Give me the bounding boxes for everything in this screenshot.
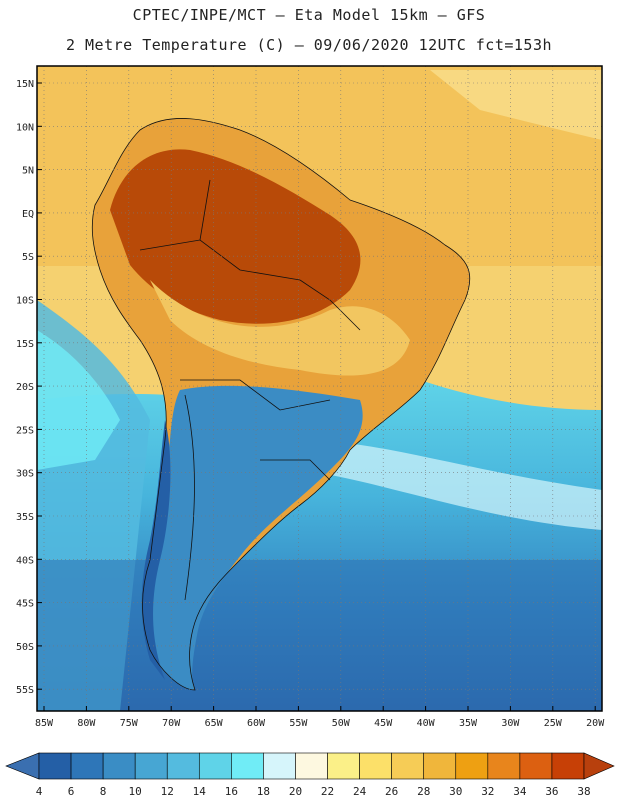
colorbar-label: 6 [68,785,75,798]
lon-label: 60W [247,718,266,729]
lat-label: 20S [16,382,34,393]
lon-label: 20W [586,718,605,729]
lon-label: 40W [417,718,436,729]
colorbar-label: 22 [321,785,334,798]
southern-cool-land [142,385,363,690]
lat-label: 50S [16,642,34,653]
colorbar-label: 16 [225,785,238,798]
colorbar-label: 24 [353,785,367,798]
colorbar-swatch [487,752,521,780]
colorbar-swatch [423,752,457,780]
colorbar-label: 36 [545,785,558,798]
lon-label: 80W [77,718,96,729]
colorbar-label: 10 [129,785,142,798]
lon-label: 70W [162,718,181,729]
colorbar-label: 30 [449,785,462,798]
lat-label: 15N [16,79,34,90]
lon-label: 75W [120,718,139,729]
lon-label: 85W [35,718,54,729]
colorbar-swatch [455,752,489,780]
colorbar-swatch [134,752,168,780]
colorbar-label: 20 [289,785,302,798]
lon-label: 65W [205,718,224,729]
lon-label: 45W [374,718,393,729]
colorbar-swatch [38,752,72,780]
lat-label: 35S [16,512,34,523]
colorbar-swatch [263,752,296,780]
central-warm-region [150,280,410,376]
colorbar-swatch [519,752,553,780]
colorbar-label: 12 [161,785,174,798]
lat-label: 5S [22,252,34,263]
colorbar-high-arrow [583,752,615,780]
colorbar-label: 8 [100,785,107,798]
lat-label: 15S [16,339,34,350]
south-atlantic-light-band [300,440,602,530]
colorbar-swatch [359,752,392,780]
lat-label: 10S [16,296,34,307]
colorbar-label: 18 [257,785,270,798]
colorbar-swatch [102,752,136,780]
lat-label: EQ [22,209,34,220]
amazon-hot-region [110,149,361,324]
chart-title-line1: CPTEC/INPE/MCT – Eta Model 15km – GFS [132,6,486,24]
colorbar-label: 34 [513,785,527,798]
lat-label: 30S [16,469,34,480]
colorbar-swatch [295,752,328,780]
lon-label: 35W [459,718,478,729]
latitude-labels: 15N 10N 5N EQ 5S 10S 15S 20S 25S 30S 35S 40S 45S 50S 5… [16,79,42,696]
colorbar-label: 26 [385,785,398,798]
map-frame [36,65,603,712]
colorbar-swatch [327,752,360,780]
lat-label: 55S [16,685,34,696]
lat-label: 5N [22,166,34,177]
andes-cold-strip [141,420,171,680]
lat-label: 10N [16,122,34,133]
lat-label: 45S [16,599,34,610]
south-cold-band [37,560,602,711]
longitude-labels: 85W 80W 75W 70W 65W 60W 55W 50W 45W 40W 35W 30W 25W 2… [35,706,605,729]
chart-title-line2: 2 Metre Temperature (C) – 09/06/2020 12U… [65,36,553,54]
colorbar-swatch [231,752,264,780]
colorbar-label: 4 [36,785,43,798]
colorbar-label: 32 [481,785,494,798]
colorbar-swatch [166,752,200,780]
country-borders [91,118,471,691]
lat-label: 40S [16,555,34,566]
colorbar-label: 28 [417,785,430,798]
atlantic-warm-patch [430,70,602,140]
colorbar-label: 38 [577,785,590,798]
colorbar-swatch [198,752,232,780]
lon-label: 25W [544,718,563,729]
lon-label: 55W [289,718,308,729]
lon-label: 30W [501,718,520,729]
colorbar: 4 6 8 10 12 14 16 18 20 22 24 26 28 30 32 34 36 38 [5,752,615,798]
colorbar-low-arrow [5,752,40,780]
temperature-field [37,66,602,711]
lat-label: 25S [16,425,34,436]
pacific-coastal-band [37,330,120,470]
colorbar-swatch [391,752,425,780]
lon-label: 50W [332,718,351,729]
colorbar-swatch [551,752,585,780]
colorbar-swatch [70,752,104,780]
colorbar-label: 14 [193,785,207,798]
